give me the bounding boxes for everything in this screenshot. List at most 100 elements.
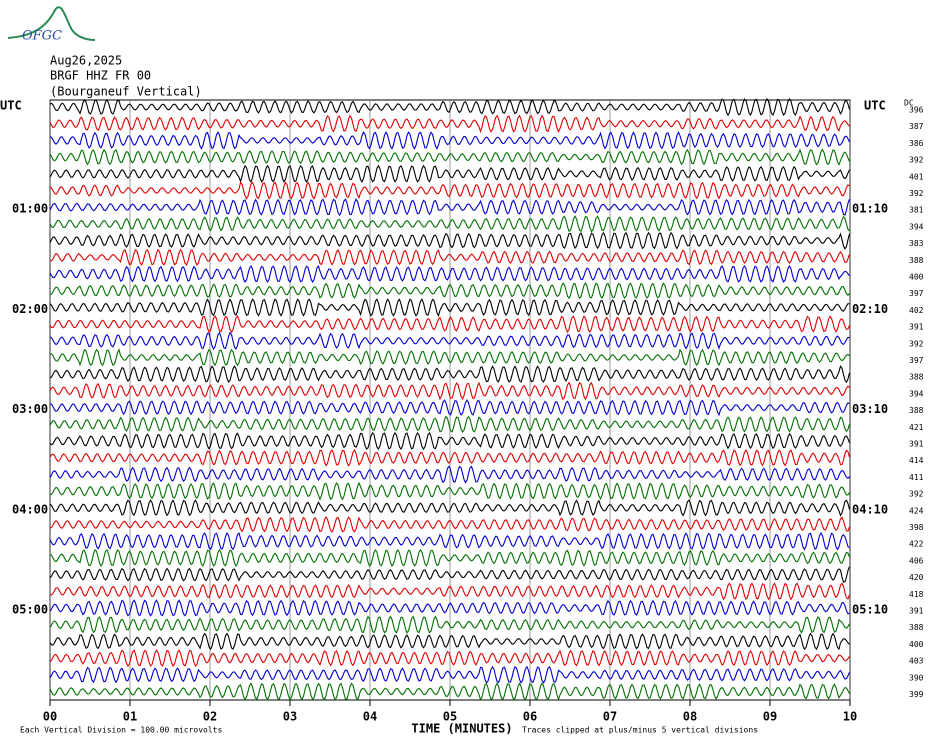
trace (49, 448, 851, 467)
dc-value: 421 (909, 423, 924, 432)
dc-value: 420 (909, 573, 924, 582)
dc-value: 418 (909, 590, 924, 599)
scale-note: Each Vertical Division = 100.00 microvol… (20, 726, 222, 735)
x-tick-label: 00 (43, 710, 57, 724)
row-label-right: 03:10 (852, 402, 888, 416)
trace (49, 215, 850, 233)
trace (49, 131, 851, 150)
dc-value: 392 (909, 339, 924, 348)
trace (49, 548, 851, 568)
dc-value: 388 (909, 406, 924, 415)
dc-value: 396 (909, 106, 924, 115)
date: Aug26,2025 (50, 54, 122, 68)
x-axis-label: TIME (MINUTES) (411, 722, 512, 736)
trace (49, 431, 851, 451)
dc-value: 394 (909, 222, 924, 231)
dc-value: 422 (909, 540, 924, 549)
trace (49, 314, 851, 334)
trace (49, 164, 851, 184)
dc-value: 398 (909, 523, 924, 532)
dc-value: 388 (909, 623, 924, 632)
dc-value: 392 (909, 490, 924, 499)
dc-header: DC (904, 99, 914, 108)
dc-value: 402 (909, 306, 924, 315)
x-tick-label: 05 (443, 710, 457, 724)
trace (49, 566, 851, 583)
x-tick-label: 09 (763, 710, 777, 724)
trace (49, 198, 851, 217)
trace (49, 649, 850, 668)
trace (50, 399, 850, 417)
trace (49, 615, 850, 634)
x-tick-label: 03 (283, 710, 297, 724)
trace (49, 248, 851, 267)
dc-value: 400 (909, 273, 924, 282)
row-label-right: 02:10 (852, 302, 888, 316)
clip-note: Traces clipped at plus/minus 5 vertical … (522, 726, 758, 735)
dc-value: 414 (909, 456, 924, 465)
trace (49, 264, 850, 284)
dc-value: 394 (909, 389, 924, 398)
dc-value: 383 (909, 239, 924, 248)
logo-curve (7, 6, 96, 41)
dc-value: 391 (909, 323, 924, 332)
dc-value: 390 (909, 673, 924, 682)
trace (49, 348, 850, 367)
trace (49, 181, 850, 200)
trace (49, 364, 851, 384)
dc-value: 391 (909, 440, 924, 449)
dc-value: 388 (909, 256, 924, 265)
x-tick-label: 07 (603, 710, 617, 724)
trace (49, 148, 851, 166)
trace (50, 481, 850, 501)
dc-value: 392 (909, 189, 924, 198)
row-label-left: 03:00 (12, 402, 48, 416)
trace (49, 531, 850, 551)
trace (49, 231, 851, 250)
dc-value: 386 (909, 139, 924, 148)
row-label-right: 04:10 (852, 502, 888, 516)
x-tick-label: 08 (683, 710, 697, 724)
x-tick-label: 01 (123, 710, 137, 724)
trace (49, 682, 850, 701)
trace (49, 499, 851, 517)
x-tick-label: 06 (523, 710, 537, 724)
dc-value: 400 (909, 640, 924, 649)
dc-value: 399 (909, 690, 924, 699)
row-label-left: 01:00 (12, 202, 48, 216)
trace (49, 97, 851, 117)
row-label-right: 05:10 (852, 603, 888, 617)
trace (49, 582, 851, 601)
dc-value: 406 (909, 556, 924, 565)
x-tick-label: 04 (363, 710, 377, 724)
row-label-right: 01:10 (852, 202, 888, 216)
trace (49, 381, 850, 401)
time-zone-left: UTC (0, 99, 22, 113)
dc-value: 397 (909, 289, 924, 298)
logo: OFGC (22, 29, 62, 44)
dc-value: 424 (909, 506, 924, 515)
dc-value: 401 (909, 172, 924, 181)
x-tick-label: 10 (843, 710, 857, 724)
trace (49, 599, 850, 617)
dc-value: 391 (909, 607, 924, 616)
dc-value: 388 (909, 373, 924, 382)
dc-value: 411 (909, 473, 924, 482)
dc-value: 397 (909, 356, 924, 365)
trace (49, 665, 851, 684)
row-label-left: 05:00 (12, 603, 48, 617)
dc-value: 381 (909, 206, 924, 215)
station: BRGF HHZ FR 00 (50, 69, 151, 83)
trace (49, 516, 851, 533)
dc-value: 387 (909, 122, 924, 131)
dc-value: 403 (909, 657, 924, 666)
row-label-left: 04:00 (12, 502, 48, 516)
trace (49, 465, 850, 484)
time-zone-right: UTC (864, 99, 886, 113)
trace (49, 415, 851, 433)
x-tick-label: 02 (203, 710, 217, 724)
trace (49, 331, 850, 351)
trace (49, 114, 850, 134)
station-name: (Bourganeuf Vertical) (50, 85, 202, 99)
